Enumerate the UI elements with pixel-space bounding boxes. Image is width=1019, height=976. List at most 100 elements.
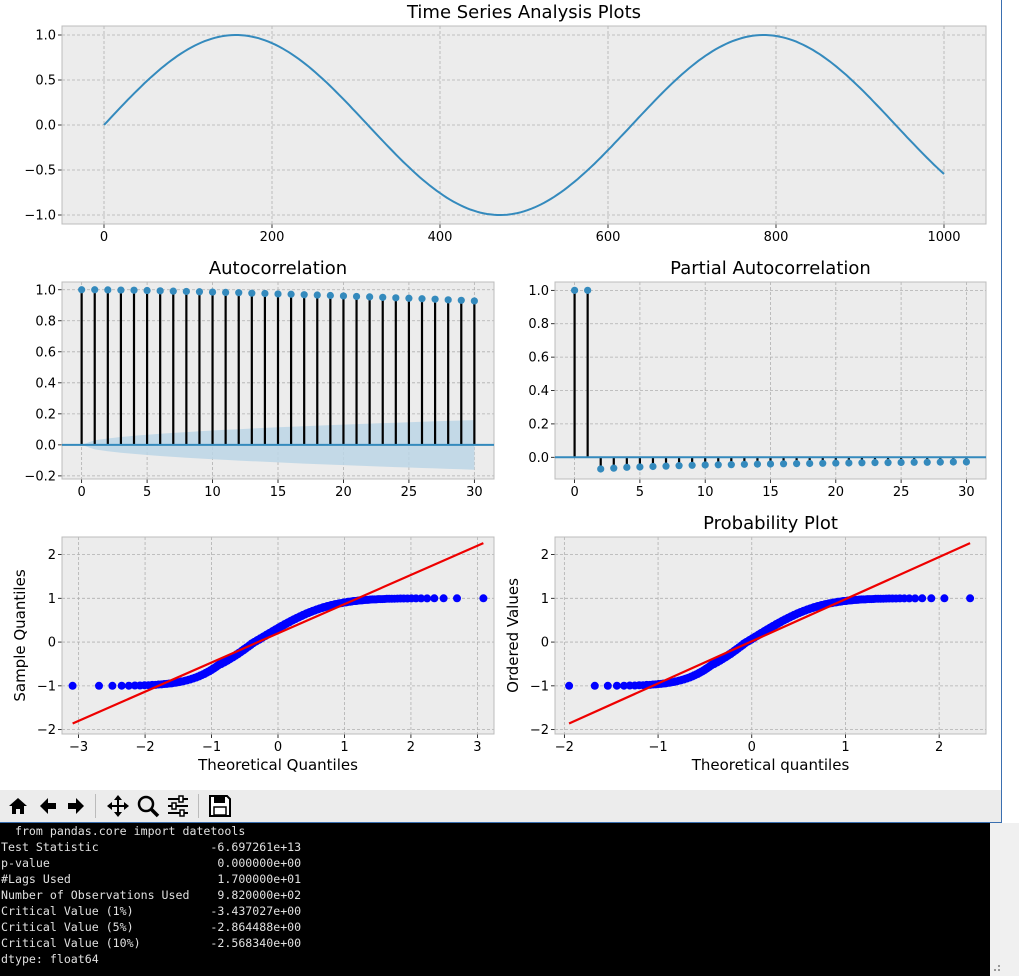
pacf-marker (714, 461, 722, 469)
prob-point (927, 594, 936, 603)
ts-xtick-label: 600 (596, 230, 621, 245)
prob-point (603, 681, 612, 690)
console-scrollbar[interactable] (990, 823, 1019, 976)
qq-axes-frame (61, 536, 495, 735)
acf-marker (300, 291, 308, 299)
zoom-icon[interactable] (134, 792, 162, 820)
ts-xtick-label: 0 (100, 230, 108, 245)
qq-xlabel: Theoretical Quantiles (197, 756, 358, 774)
acf-marker (195, 288, 204, 296)
pacf-marker (936, 458, 944, 466)
prob-ytick-label: 2 (541, 548, 549, 563)
qq-point (439, 594, 448, 603)
qq-ytick-label: −2 (37, 723, 56, 738)
prob-point (911, 594, 920, 603)
console-line: Critical Value (1%) -3.437027e+00 (1, 904, 302, 918)
resize-grip-icon[interactable] (990, 964, 1002, 974)
qq-point (108, 681, 117, 690)
acf-marker (366, 293, 374, 301)
prob-point (918, 594, 927, 603)
acf-xtick-label: 10 (204, 485, 221, 500)
acf-marker (405, 294, 413, 302)
prob-xtick-label: −1 (648, 740, 667, 755)
qq-point (124, 681, 133, 690)
pacf-marker (793, 460, 801, 468)
ts-ytick-label: −0.5 (24, 164, 56, 179)
pacf-marker (806, 459, 814, 468)
pacf-marker (779, 460, 788, 468)
pacf-ytick-label: 1.0 (528, 284, 549, 299)
pacf-marker (636, 463, 644, 471)
ts-xtick-label: 200 (260, 230, 285, 245)
ts-title: Time Series Analysis Plots (406, 2, 641, 23)
pacf-marker (701, 461, 709, 469)
acf-xtick-label: 15 (270, 485, 287, 500)
qq-xtick-label: 1 (340, 740, 348, 755)
qq-point (479, 594, 488, 603)
acf-xtick-label: 20 (335, 485, 352, 500)
acf-marker (222, 288, 230, 296)
ts-xtick-label: 1000 (927, 230, 960, 245)
home-icon[interactable] (4, 792, 32, 820)
acf-xtick-label: 0 (77, 485, 85, 500)
pacf-xtick-label: 0 (570, 485, 578, 500)
acf-ytick-label: 0.4 (35, 376, 56, 391)
pacf-ytick-label: 0.0 (528, 451, 549, 466)
pacf-xtick-label: 15 (762, 485, 779, 500)
navigation-toolbar (0, 790, 1002, 823)
pan-icon[interactable] (104, 792, 132, 820)
acf-marker (78, 286, 86, 294)
qq-ylabel: Sample Quantiles (11, 569, 29, 701)
pacf-marker (570, 286, 579, 294)
acf-marker (235, 289, 243, 297)
acf-marker (444, 296, 452, 304)
figure-canvas: 0 200 400 600 800 1000 1.0 0.5 0.0 −0.5 −1.0 Time S… (11, 0, 1002, 790)
pacf-xtick-label: 10 (697, 485, 714, 500)
acf-marker (326, 291, 334, 300)
pacf-ytick-label: 0.2 (528, 417, 549, 432)
acf-marker (274, 290, 282, 298)
acf-marker (182, 287, 190, 296)
ts-ytick-label: 1.0 (35, 29, 56, 44)
acf-marker (261, 289, 269, 298)
acf-marker (431, 295, 439, 303)
console-line: Critical Value (5%) -2.864488e+00 (1, 920, 302, 934)
qq-ytick-label: −1 (37, 679, 56, 694)
pacf-marker (623, 463, 631, 471)
prob-ytick-label: 0 (541, 636, 549, 651)
prob-xtick-label: 2 (935, 740, 943, 755)
prob-axes-frame (554, 536, 987, 735)
qq-xtick-label: 0 (274, 740, 282, 755)
acf-title: Autocorrelation (209, 258, 347, 279)
pacf-marker (897, 458, 905, 467)
console-line: dtype: float64 (1, 952, 99, 966)
qq-xtick-label: −2 (135, 740, 154, 755)
ts-xtick-label: 800 (764, 230, 789, 245)
acf-xtick-label: 5 (143, 485, 151, 500)
pacf-marker (819, 459, 827, 467)
prob-xtick-label: 1 (841, 740, 849, 755)
console-line: Test Statistic -6.697261e+13 (1, 840, 302, 854)
acf-marker (104, 286, 112, 294)
forward-icon[interactable] (62, 792, 90, 820)
acf-marker (313, 291, 321, 299)
pacf-marker (910, 458, 918, 466)
acf-marker (418, 295, 426, 303)
configure-subplots-icon[interactable] (164, 792, 192, 820)
prob-point (966, 594, 975, 603)
toolbar-separator (95, 794, 96, 818)
pacf-xtick-label: 25 (893, 485, 910, 500)
pacf-marker (740, 460, 748, 468)
prob-point (612, 681, 621, 690)
save-icon[interactable] (206, 792, 234, 820)
acf-marker (339, 292, 348, 300)
qq-fit-line (72, 542, 484, 725)
ts-ytick-label: 0.5 (35, 74, 56, 89)
back-icon[interactable] (34, 792, 62, 820)
prob-fit-line (568, 542, 971, 725)
prob-point (940, 594, 949, 603)
console-output: from pandas.core import datetools Test S… (0, 823, 990, 976)
pacf-title: Partial Autocorrelation (670, 258, 871, 279)
console-line: Number of Observations Used 9.820000e+02 (1, 888, 302, 902)
acf-marker (91, 286, 99, 294)
